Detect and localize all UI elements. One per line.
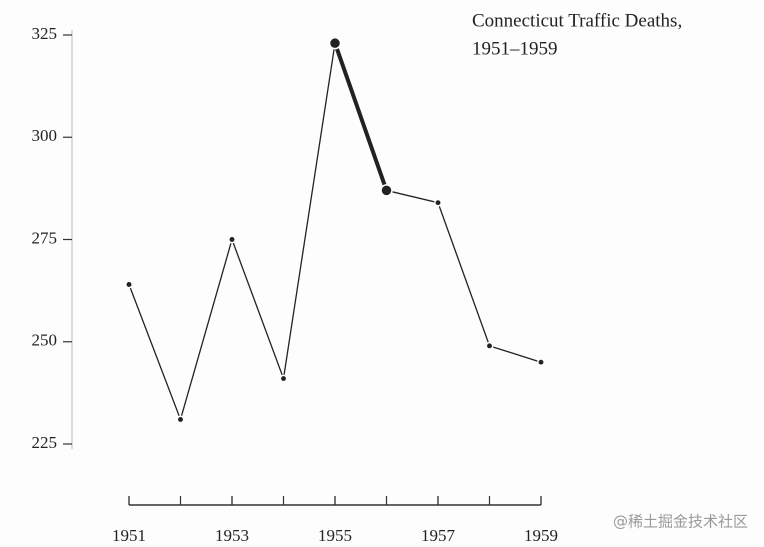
y-tick-label: 250 bbox=[32, 331, 58, 350]
point bbox=[537, 358, 545, 367]
point bbox=[434, 198, 442, 207]
x-tick-label: 1959 bbox=[524, 526, 558, 545]
y-tick-label: 275 bbox=[32, 228, 58, 247]
point bbox=[176, 415, 185, 424]
point bbox=[279, 374, 288, 383]
point bbox=[125, 280, 133, 289]
chart-subtitle: 1951–1959 bbox=[472, 38, 558, 59]
point bbox=[228, 235, 236, 244]
x-tick-label: 1955 bbox=[318, 526, 352, 545]
y-tick-label: 225 bbox=[32, 433, 58, 452]
chart-title: Connecticut Traffic Deaths, bbox=[472, 10, 682, 31]
point bbox=[328, 36, 342, 50]
x-tick-label: 1957 bbox=[421, 526, 456, 545]
point bbox=[485, 341, 494, 350]
y-tick-label: 325 bbox=[32, 24, 58, 43]
x-tick-label: 1953 bbox=[215, 526, 249, 545]
y-tick-label: 300 bbox=[32, 126, 58, 145]
highlight-segment bbox=[333, 42, 389, 192]
line bbox=[128, 42, 542, 422]
point bbox=[380, 184, 393, 197]
watermark: @稀土掘金技术社区 bbox=[613, 513, 748, 531]
x-tick-label: 1951 bbox=[112, 526, 146, 545]
